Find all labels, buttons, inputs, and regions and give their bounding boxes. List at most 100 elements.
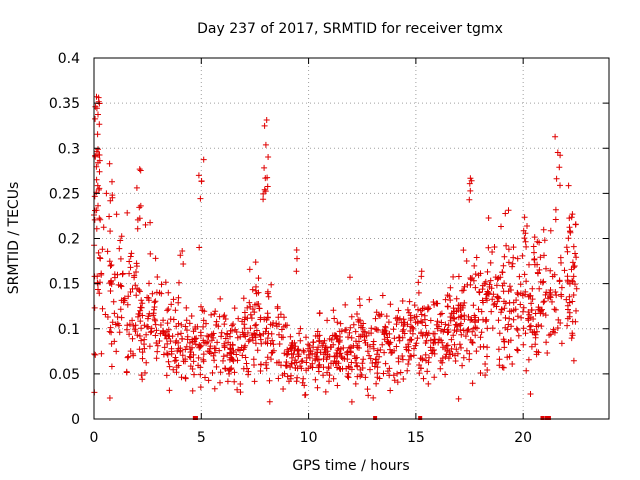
data-points (91, 93, 580, 420)
data-point (117, 237, 124, 244)
data-point (438, 319, 445, 326)
data-point (348, 398, 355, 405)
data-point (139, 349, 146, 356)
data-point (322, 344, 329, 351)
data-point (552, 216, 559, 223)
data-point (514, 346, 520, 353)
data-point (99, 305, 106, 312)
data-point (567, 228, 574, 235)
data-point (416, 370, 423, 377)
data-point (469, 339, 475, 346)
data-point (295, 346, 302, 353)
data-point (165, 358, 172, 365)
data-point (442, 353, 449, 360)
zero-value-point (540, 416, 545, 420)
data-point (484, 344, 491, 351)
data-point (374, 374, 381, 381)
data-point (281, 314, 287, 321)
data-point (175, 294, 182, 301)
data-point (353, 338, 359, 345)
data-point (200, 317, 207, 324)
data-point (136, 166, 143, 173)
data-point (536, 285, 543, 292)
data-point (118, 233, 125, 240)
data-point (250, 356, 257, 363)
data-point (163, 372, 170, 379)
data-point (336, 328, 343, 335)
data-point (142, 221, 149, 228)
data-point (241, 321, 248, 328)
data-point (174, 331, 181, 338)
data-point (477, 344, 484, 350)
data-point (125, 293, 132, 300)
zero-value-point (373, 416, 378, 420)
data-point (504, 354, 511, 361)
data-point (226, 356, 233, 363)
data-point (118, 314, 125, 321)
data-point (477, 370, 484, 376)
data-point (472, 319, 479, 326)
data-point (179, 248, 186, 254)
data-point (195, 172, 202, 179)
data-point (407, 328, 414, 334)
data-point (391, 377, 398, 384)
data-point (108, 277, 115, 284)
data-point (187, 354, 194, 361)
data-point (532, 341, 539, 348)
data-point (237, 381, 244, 387)
data-point (262, 175, 269, 182)
data-point (532, 331, 539, 338)
data-point (557, 320, 564, 326)
data-point (91, 273, 98, 280)
data-point (280, 323, 287, 330)
data-point (182, 374, 189, 381)
data-point (431, 330, 438, 337)
data-point (208, 311, 215, 318)
data-point (94, 182, 101, 189)
data-point (400, 323, 407, 329)
data-point (324, 354, 331, 361)
data-point (211, 349, 218, 356)
data-point (221, 321, 228, 328)
data-point (555, 316, 562, 323)
data-point (450, 310, 457, 317)
data-point (141, 341, 147, 348)
data-point (463, 347, 470, 354)
data-point (127, 264, 134, 271)
data-point (299, 357, 306, 364)
data-point (190, 358, 197, 365)
data-point (364, 386, 371, 393)
data-point (324, 369, 331, 376)
data-point (535, 322, 542, 328)
data-point (449, 351, 456, 357)
data-point (332, 353, 339, 359)
data-point (370, 394, 377, 401)
data-point (238, 344, 245, 351)
data-point (527, 292, 534, 299)
data-point (92, 351, 99, 358)
data-point (414, 318, 421, 325)
data-point (441, 326, 448, 333)
data-point (121, 297, 128, 304)
data-point (569, 211, 576, 218)
data-point (124, 354, 131, 361)
data-point (493, 282, 500, 289)
data-point (114, 271, 121, 278)
data-point (386, 365, 393, 372)
data-point (147, 250, 154, 257)
data-point (303, 354, 310, 361)
data-point (200, 356, 207, 363)
data-point (275, 375, 282, 382)
data-point (301, 392, 308, 399)
data-point (245, 338, 252, 345)
data-point (517, 301, 524, 308)
data-point (328, 360, 334, 367)
data-point (266, 377, 273, 384)
data-point (506, 308, 513, 315)
data-point (263, 365, 270, 372)
data-point (227, 327, 234, 334)
data-point (418, 273, 425, 280)
data-point (291, 359, 298, 366)
data-point (418, 329, 425, 336)
data-point (287, 364, 294, 371)
